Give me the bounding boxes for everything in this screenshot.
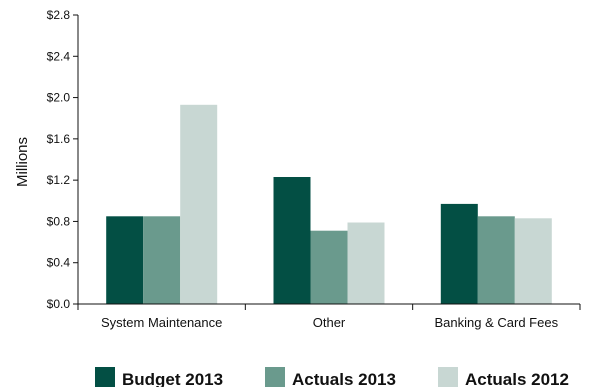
y-tick-label-1: $0.4	[47, 256, 71, 270]
x-category-label-0: System Maintenance	[101, 315, 222, 330]
y-tick-label-7: $2.8	[47, 8, 71, 22]
legend-swatch-0	[95, 367, 115, 387]
legend-label-2: Actuals 2012	[465, 370, 569, 387]
y-tick-label-5: $2.0	[47, 91, 71, 105]
bar-1-1	[310, 230, 348, 304]
y-tick-label-0: $0.0	[47, 297, 71, 311]
x-category-label-1: Other	[313, 315, 346, 330]
legend-swatch-1	[265, 367, 285, 387]
legend-swatch-2	[438, 367, 458, 387]
bar-1-0	[273, 177, 311, 304]
legend-label-1: Actuals 2013	[292, 370, 396, 387]
bar-2-0	[440, 203, 478, 304]
bar-0-0	[106, 216, 144, 304]
legend-label-0: Budget 2013	[122, 370, 223, 387]
bar-2-1	[477, 216, 515, 304]
bar-0-2	[180, 104, 218, 304]
y-tick-label-3: $1.2	[47, 173, 71, 187]
y-tick-label-2: $0.8	[47, 214, 71, 228]
y-tick-label-6: $2.4	[47, 49, 71, 63]
axes-group	[77, 15, 581, 310]
bar-1-2	[347, 222, 385, 304]
x-category-label-2: Banking & Card Fees	[435, 315, 559, 330]
bar-0-1	[143, 216, 181, 304]
x-labels-group: System Maintenance Other Banking & Card Fe…	[101, 315, 559, 330]
y-tick-label-4: $1.6	[47, 132, 71, 146]
legend: Budget 2013 Actuals 2013 Actuals 2012	[95, 367, 569, 387]
bars-group	[106, 104, 552, 304]
bar-2-2	[514, 218, 552, 304]
y-axis-title: Millions	[14, 137, 31, 187]
y-ticks-group: $0.0 $0.4 $0.8 $1.2 $1.6 $2.0 $2.4 $2.8	[47, 8, 78, 311]
